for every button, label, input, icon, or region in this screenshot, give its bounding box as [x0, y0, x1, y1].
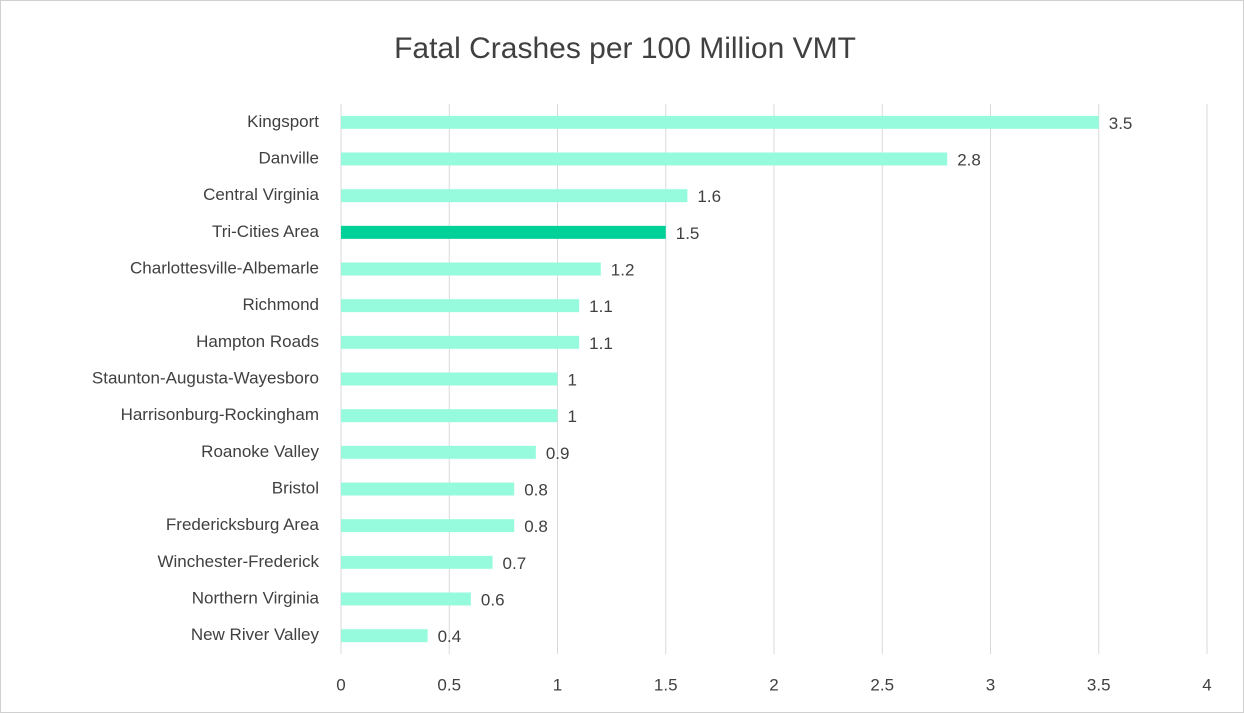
y-tick-label: New River Valley — [191, 625, 320, 644]
data-label: 1.1 — [589, 297, 613, 316]
bar — [341, 592, 471, 606]
bar — [341, 152, 948, 166]
chart-title: Fatal Crashes per 100 Million VMT — [394, 32, 856, 65]
y-tick-label: Roanoke Valley — [201, 442, 319, 461]
data-label: 2.8 — [957, 150, 981, 169]
data-label: 1.1 — [589, 334, 613, 353]
y-tick-label: Harrisonburg-Rockingham — [121, 405, 319, 424]
data-label: 0.7 — [503, 554, 527, 573]
x-tick-label: 3.5 — [1087, 675, 1111, 694]
x-tick-label: 2 — [769, 675, 778, 694]
y-tick-label: Danville — [259, 148, 319, 167]
data-label: 0.8 — [524, 517, 548, 536]
bar — [341, 225, 666, 239]
y-tick-label: Staunton-Augusta-Wayesboro — [92, 368, 319, 387]
data-label: 1 — [568, 370, 577, 389]
bar — [341, 299, 580, 313]
data-label: 1.2 — [611, 260, 635, 279]
x-tick-label: 4 — [1202, 675, 1211, 694]
bar — [341, 372, 558, 386]
x-tick-label: 1 — [553, 675, 562, 694]
bar — [341, 262, 601, 276]
y-tick-label: Bristol — [272, 478, 319, 497]
bar — [341, 409, 558, 423]
x-tick-label: 0.5 — [437, 675, 461, 694]
bar — [341, 519, 515, 533]
bar — [341, 629, 428, 643]
y-tick-label: Winchester-Frederick — [157, 552, 319, 571]
bar — [341, 115, 1099, 129]
y-tick-label: Richmond — [242, 295, 319, 314]
y-tick-label: Tri-Cities Area — [212, 222, 320, 241]
data-label: 1.6 — [697, 187, 721, 206]
bar — [341, 335, 580, 349]
bar — [341, 555, 493, 569]
x-tick-label: 1.5 — [654, 675, 678, 694]
data-label: 3.5 — [1109, 114, 1133, 133]
y-tick-label: Fredericksburg Area — [166, 515, 320, 534]
y-tick-label: Northern Virginia — [192, 588, 320, 607]
x-tick-label: 3 — [986, 675, 995, 694]
y-tick-label: Hampton Roads — [196, 332, 319, 351]
y-tick-label: Charlottesville-Albemarle — [130, 258, 319, 277]
bar — [341, 189, 688, 203]
data-label: 0.9 — [546, 444, 570, 463]
x-tick-label: 2.5 — [870, 675, 894, 694]
data-label: 0.6 — [481, 590, 505, 609]
bar — [341, 482, 515, 496]
data-label: 0.4 — [438, 627, 462, 646]
data-label: 1.5 — [676, 224, 700, 243]
y-tick-label: Kingsport — [247, 112, 319, 131]
data-label: 0.8 — [524, 480, 548, 499]
x-tick-label: 0 — [336, 675, 345, 694]
bar — [341, 445, 536, 459]
data-label: 1 — [568, 407, 577, 426]
y-tick-label: Central Virginia — [203, 185, 319, 204]
